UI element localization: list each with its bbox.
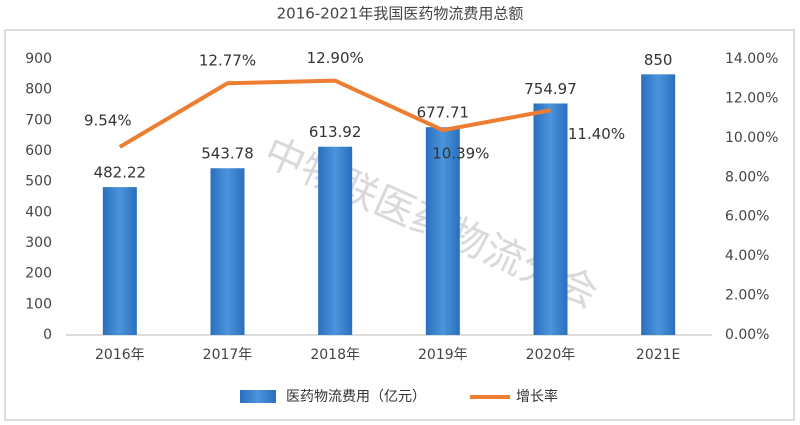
y2-tick-label: 10.00% <box>725 130 778 146</box>
line-value-label: 11.40% <box>568 125 625 143</box>
line <box>118 78 551 149</box>
line-value-label: 9.54% <box>84 111 132 129</box>
x-tick-label: 2017年 <box>203 347 253 363</box>
y-tick-label: 800 <box>25 82 52 98</box>
legend-label: 医药物流费用（亿元） <box>286 389 426 405</box>
line-value-label: 12.77% <box>199 52 256 70</box>
bar <box>102 187 137 335</box>
y-tick-label: 700 <box>25 112 52 128</box>
line-value-label: 12.90% <box>307 49 364 67</box>
x-tick-label: 2021E <box>636 347 680 363</box>
chart-title: 2016-2021年我国医药物流费用总额 <box>277 5 524 23</box>
bar-value-label: 543.78 <box>201 145 254 163</box>
y-tick-label: 100 <box>25 296 52 312</box>
y2-tick-label: 4.00% <box>725 248 769 264</box>
y2-tick-label: 0.00% <box>725 327 769 343</box>
bar-value-label: 850 <box>644 51 673 69</box>
y-tick-label: 0 <box>43 327 52 343</box>
y-tick-label: 600 <box>25 143 52 159</box>
y2-tick-label: 6.00% <box>725 209 769 225</box>
x-tick-label: 2018年 <box>310 347 360 363</box>
bar-value-label: 754.97 <box>524 80 577 98</box>
bar <box>210 168 245 335</box>
x-tick-label: 2019年 <box>418 347 468 363</box>
bar-value-label: 613.92 <box>309 123 362 141</box>
y2-tick-label: 8.00% <box>725 169 769 185</box>
y2-tick-label: 2.00% <box>725 288 769 304</box>
line-value-label: 10.39% <box>432 145 489 163</box>
x-tick-label: 2020年 <box>526 347 576 363</box>
x-tick-label: 2016年 <box>95 347 145 363</box>
y2-tick-label: 14.00% <box>725 51 778 67</box>
bar <box>533 103 568 336</box>
legend-label: 增长率 <box>516 388 558 405</box>
y-tick-label: 400 <box>25 204 52 220</box>
bar <box>318 146 353 335</box>
y-tick-label: 900 <box>25 51 52 67</box>
bar <box>425 127 460 335</box>
y2-tick-label: 12.00% <box>725 90 778 106</box>
legend-swatch <box>240 390 276 403</box>
y-tick-label: 300 <box>25 235 52 251</box>
y-tick-label: 500 <box>25 174 52 190</box>
chart-frame <box>4 29 795 421</box>
bar-value-label: 677.71 <box>417 104 470 122</box>
bar-value-label: 482.22 <box>94 164 147 182</box>
bar <box>641 74 676 335</box>
y-tick-label: 200 <box>25 266 52 282</box>
